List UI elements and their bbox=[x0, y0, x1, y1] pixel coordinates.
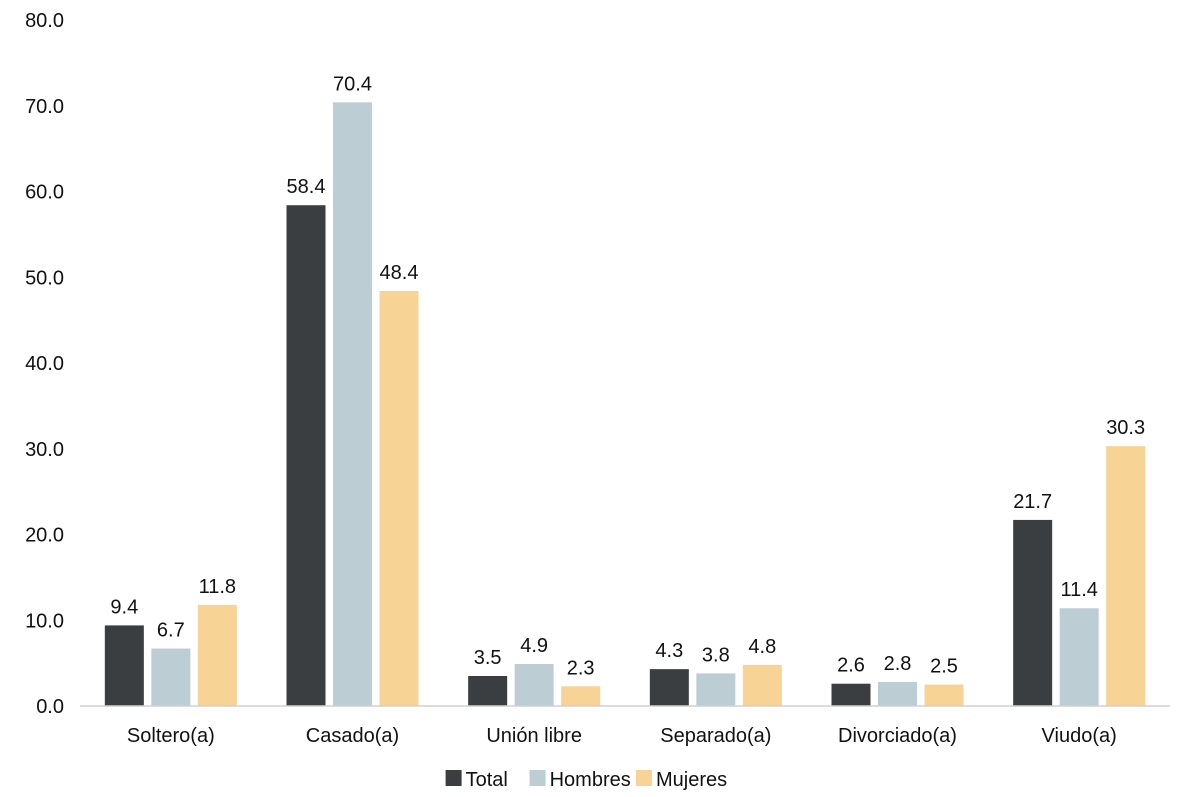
bar-mujeres-4 bbox=[924, 684, 964, 706]
y-tick-label: 20.0 bbox=[25, 525, 64, 547]
y-axis: 0.0 10.0 20.0 30.0 40.0 50.0 60.0 70.0 80.0 bbox=[25, 10, 64, 718]
data-label: 4.8 bbox=[748, 636, 776, 658]
data-labels: 9.4 6.7 11.8 58.4 70.4 48.4 3.5 4.9 2.3 4.3 3.8 4.8… bbox=[110, 73, 1145, 679]
bar-mujeres-3 bbox=[742, 664, 782, 706]
data-label: 2.5 bbox=[930, 656, 958, 678]
x-category-label: Casado(a) bbox=[306, 725, 399, 747]
bar-hombres-3 bbox=[696, 673, 736, 706]
data-label: 58.4 bbox=[287, 176, 326, 198]
legend-swatch bbox=[445, 770, 462, 786]
y-tick-label: 0.0 bbox=[36, 696, 64, 718]
y-tick-label: 70.0 bbox=[25, 96, 64, 118]
bar-total-0 bbox=[104, 625, 144, 706]
data-label: 4.9 bbox=[520, 635, 548, 657]
legend-item-mujeres: Mujeres bbox=[636, 769, 727, 791]
y-tick-label: 80.0 bbox=[25, 10, 64, 32]
data-label: 3.8 bbox=[702, 644, 730, 666]
legend-item-total: Total bbox=[445, 769, 508, 791]
data-label: 11.8 bbox=[199, 576, 236, 598]
bar-total-1 bbox=[286, 205, 326, 706]
y-tick-label: 30.0 bbox=[25, 439, 64, 461]
data-label: 9.4 bbox=[110, 596, 138, 618]
y-tick-label: 50.0 bbox=[25, 267, 64, 289]
x-axis: Soltero(a) Casado(a) Unión libre Separado(a… bbox=[127, 725, 1117, 747]
legend-label: Mujeres bbox=[656, 769, 727, 791]
bar-mujeres-2 bbox=[561, 686, 601, 706]
bar-hombres-5 bbox=[1059, 608, 1099, 706]
data-label: 2.3 bbox=[567, 657, 595, 679]
data-label: 3.5 bbox=[474, 647, 502, 669]
y-tick-label: 40.0 bbox=[25, 353, 64, 375]
x-category-label: Viudo(a) bbox=[1042, 725, 1117, 747]
x-category-label: Unión libre bbox=[486, 725, 582, 747]
data-label: 2.8 bbox=[884, 653, 912, 675]
data-label: 70.4 bbox=[333, 73, 372, 95]
legend-swatch bbox=[636, 770, 652, 786]
legend: Total Hombres Mujeres bbox=[445, 769, 727, 791]
y-tick-label: 10.0 bbox=[25, 610, 64, 632]
data-label: 48.4 bbox=[380, 262, 419, 284]
bar-mujeres-1 bbox=[379, 290, 419, 706]
bar-hombres-4 bbox=[878, 681, 917, 706]
bar-mujeres-0 bbox=[197, 604, 237, 706]
data-label: 11.4 bbox=[1060, 579, 1097, 601]
data-label: 6.7 bbox=[157, 620, 185, 642]
legend-swatch bbox=[529, 770, 546, 786]
bar-total-4 bbox=[831, 683, 871, 706]
data-label: 21.7 bbox=[1013, 491, 1052, 513]
bar-total-5 bbox=[1013, 519, 1053, 706]
data-label: 2.6 bbox=[837, 655, 865, 677]
legend-label: Total bbox=[466, 769, 508, 791]
bar-total-2 bbox=[468, 675, 508, 706]
bar-hombres-0 bbox=[151, 648, 191, 706]
bar-hombres-2 bbox=[514, 663, 554, 706]
y-tick-label: 60.0 bbox=[25, 182, 64, 204]
bar-hombres-1 bbox=[333, 102, 372, 706]
bars bbox=[104, 102, 1146, 706]
x-category-label: Soltero(a) bbox=[127, 725, 215, 747]
bar-total-3 bbox=[649, 669, 689, 706]
data-label: 4.3 bbox=[655, 640, 683, 662]
legend-item-hombres: Hombres bbox=[529, 769, 631, 791]
x-category-label: Separado(a) bbox=[660, 725, 771, 747]
data-label: 30.3 bbox=[1106, 417, 1145, 439]
x-category-label: Divorciado(a) bbox=[838, 725, 957, 747]
legend-label: Hombres bbox=[550, 769, 631, 791]
bar-mujeres-5 bbox=[1106, 446, 1146, 706]
